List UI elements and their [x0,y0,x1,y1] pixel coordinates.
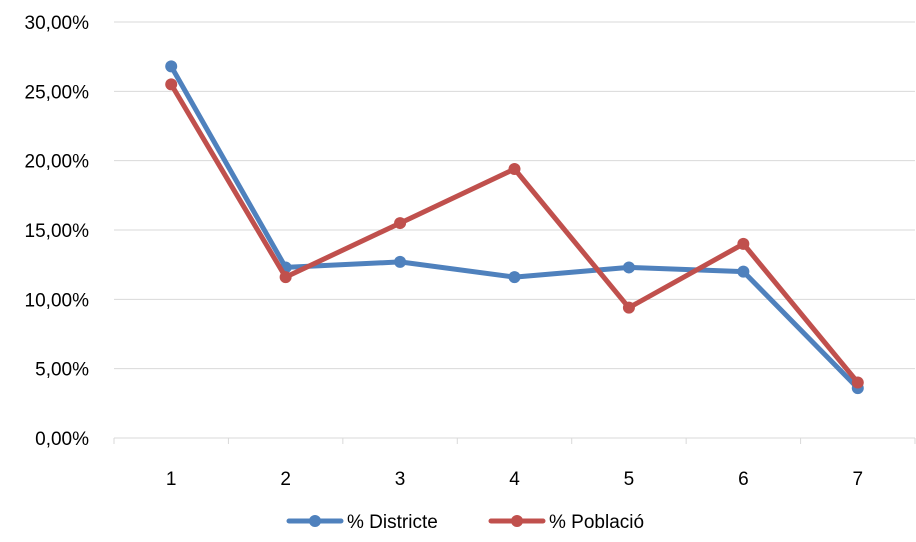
data-point-1-7 [851,376,864,389]
y-tick-label: 10,00% [25,290,90,311]
axes [113,437,916,444]
y-tick-label: 25,00% [25,82,90,103]
data-point-1-1 [165,78,178,91]
data-point-0-6 [737,265,750,278]
data-point-0-1 [165,60,178,73]
y-tick-label: 20,00% [25,152,90,173]
data-point-1-4 [508,162,521,175]
x-tick-label: 2 [280,469,291,490]
data-series [165,60,864,395]
data-point-1-2 [279,271,292,284]
data-point-0-3 [394,255,407,268]
legend-marker-0 [309,515,321,527]
y-axis-tick-labels: 0,00% 5,00% 10,00% 15,00% 20,00% 25,00% 30,00% [25,13,90,450]
legend: % Districte % Població [286,512,644,533]
legend-label-0: % Districte [347,512,438,533]
data-point-0-5 [622,261,635,274]
legend-label-1: % Població [549,512,644,533]
series-line-1 [168,81,861,385]
data-point-0-4 [508,271,521,284]
x-tick-label: 4 [509,469,520,490]
x-tick-label: 5 [624,469,635,490]
y-tick-label: 30,00% [25,13,90,34]
y-tick-label: 15,00% [25,221,90,242]
data-point-1-5 [622,301,635,314]
series-line-0 [168,63,861,391]
x-tick-label: 7 [852,469,863,490]
x-axis-tick-labels: 1 2 3 4 5 6 7 [166,469,863,490]
data-point-1-6 [737,237,750,250]
legend-marker-1 [511,515,523,527]
y-tick-label: 5,00% [35,360,89,381]
x-tick-label: 3 [395,469,406,490]
y-tick-label: 0,00% [35,429,89,450]
data-point-1-3 [394,217,407,230]
x-tick-label: 6 [738,469,749,490]
grid-lines [114,21,915,370]
x-tick-label: 1 [166,469,177,490]
